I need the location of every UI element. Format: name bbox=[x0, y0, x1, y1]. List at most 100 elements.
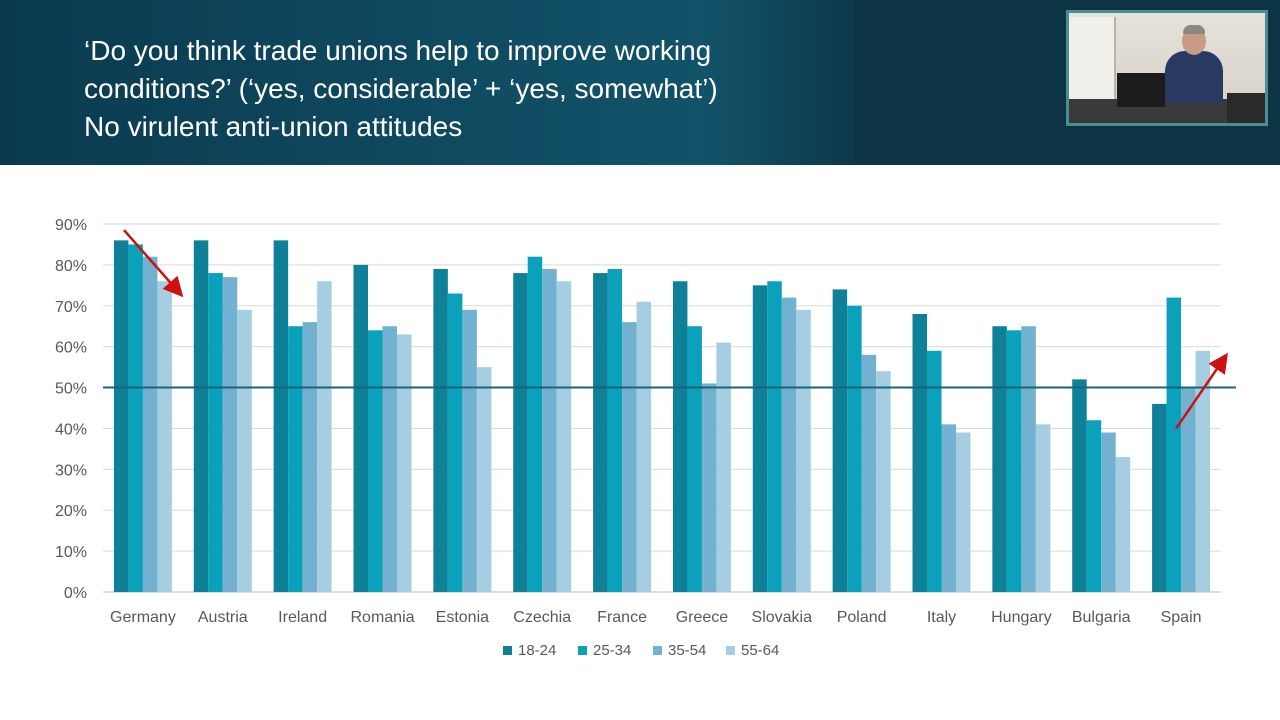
bar-romania-55-64 bbox=[397, 334, 412, 592]
bar-bulgaria-35-54 bbox=[1101, 432, 1116, 592]
legend-swatch bbox=[503, 646, 512, 655]
bar-slovakia-55-64 bbox=[796, 309, 811, 592]
bar-ireland-18-24 bbox=[273, 240, 289, 592]
bar-czechia-25-34 bbox=[527, 256, 543, 592]
bar-slovakia-18-24 bbox=[752, 285, 768, 592]
bar-germany-55-64 bbox=[157, 281, 172, 592]
bar-slovakia-35-54 bbox=[781, 297, 797, 592]
title-line-3: No virulent anti-union attitudes bbox=[84, 111, 463, 142]
bar-poland-25-34 bbox=[847, 305, 862, 592]
bar-czechia-55-64 bbox=[556, 281, 572, 592]
bar-chart: 0% 10% 20% 30% 40% 50% 60% 70% 80% 90% Germany Aus… bbox=[55, 217, 1236, 659]
bar-slovakia-25-34 bbox=[767, 281, 782, 592]
bar-greece-55-64 bbox=[716, 342, 731, 592]
annotation-arrow-down bbox=[123, 229, 184, 298]
y-axis-ticks: 0% 10% 20% 30% 40% 50% 60% 70% 80% 90% bbox=[55, 217, 87, 602]
bar-czechia-35-54 bbox=[542, 268, 557, 592]
speaker-body bbox=[1165, 51, 1223, 103]
bar-spain-55-64 bbox=[1195, 350, 1211, 592]
bar-bulgaria-18-24 bbox=[1072, 379, 1087, 592]
bar-hungary-18-24 bbox=[992, 326, 1007, 592]
webcam-whiteboard bbox=[1069, 17, 1116, 99]
y-tick-label: 30% bbox=[55, 462, 87, 479]
x-tick-label: Germany bbox=[110, 609, 176, 626]
bar-czechia-18-24 bbox=[513, 273, 528, 592]
x-tick-label: Ireland bbox=[278, 609, 327, 626]
speaker-hair bbox=[1183, 25, 1205, 34]
bar-italy-18-24 bbox=[912, 313, 927, 592]
bar-austria-25-34 bbox=[208, 273, 223, 592]
bar-italy-25-34 bbox=[927, 350, 942, 592]
bar-germany-35-54 bbox=[142, 256, 158, 592]
webcam-monitor bbox=[1117, 73, 1165, 107]
y-tick-label: 40% bbox=[55, 421, 87, 438]
x-tick-label: Poland bbox=[837, 609, 887, 626]
speaker-webcam bbox=[1066, 10, 1268, 126]
bar-france-25-34 bbox=[607, 268, 623, 592]
bar-austria-18-24 bbox=[193, 240, 209, 592]
chart-gridlines bbox=[103, 223, 1221, 593]
y-tick-label: 90% bbox=[55, 217, 87, 234]
bar-ireland-55-64 bbox=[317, 281, 332, 592]
title-line-2: conditions?’ (‘yes, considerable’ + ‘yes… bbox=[84, 73, 718, 104]
y-tick-label: 60% bbox=[55, 340, 87, 357]
bar-germany-25-34 bbox=[128, 244, 143, 592]
legend-swatch bbox=[578, 646, 587, 655]
legend-label: 55-64 bbox=[741, 642, 779, 659]
legend-swatch bbox=[653, 646, 662, 655]
bar-estonia-35-54 bbox=[462, 309, 477, 592]
bar-estonia-18-24 bbox=[433, 268, 448, 592]
x-tick-label: Spain bbox=[1161, 609, 1202, 626]
y-tick-label: 0% bbox=[64, 585, 87, 602]
y-tick-label: 50% bbox=[55, 381, 87, 398]
bar-hungary-25-34 bbox=[1006, 330, 1022, 592]
bar-hungary-55-64 bbox=[1035, 424, 1051, 592]
bar-italy-55-64 bbox=[956, 432, 971, 592]
title-line-1: ‘Do you think trade unions help to impro… bbox=[84, 35, 712, 66]
legend-label: 18-24 bbox=[518, 642, 556, 659]
x-tick-label: Hungary bbox=[991, 609, 1051, 626]
legend-label: 25-34 bbox=[593, 642, 631, 659]
x-tick-label: Estonia bbox=[436, 609, 489, 626]
bar-poland-18-24 bbox=[832, 289, 848, 592]
bar-austria-55-64 bbox=[237, 309, 252, 592]
bar-poland-35-54 bbox=[861, 354, 877, 592]
x-tick-label: Romania bbox=[350, 609, 414, 626]
bar-hungary-35-54 bbox=[1021, 326, 1036, 592]
x-tick-label: France bbox=[597, 609, 647, 626]
bar-romania-35-54 bbox=[382, 326, 397, 592]
bar-france-35-54 bbox=[622, 322, 637, 592]
y-tick-label: 10% bbox=[55, 544, 87, 561]
bar-spain-18-24 bbox=[1152, 403, 1167, 592]
legend-swatch bbox=[726, 646, 735, 655]
x-tick-label: Italy bbox=[927, 609, 956, 626]
bar-romania-18-24 bbox=[353, 264, 368, 592]
bar-romania-25-34 bbox=[368, 330, 383, 592]
bar-italy-35-54 bbox=[941, 424, 956, 592]
chart-annotations bbox=[123, 229, 1228, 430]
bar-germany-18-24 bbox=[113, 240, 129, 592]
bar-estonia-55-64 bbox=[476, 367, 492, 592]
slide-title: ‘Do you think trade unions help to impro… bbox=[84, 32, 844, 146]
bar-ireland-25-34 bbox=[288, 326, 303, 592]
x-tick-label: Slovakia bbox=[752, 609, 813, 626]
bar-spain-35-54 bbox=[1181, 387, 1196, 592]
webcam-lectern bbox=[1227, 93, 1265, 123]
bar-greece-25-34 bbox=[687, 326, 702, 592]
y-tick-label: 80% bbox=[55, 258, 87, 275]
bar-france-18-24 bbox=[593, 273, 608, 592]
bar-estonia-25-34 bbox=[447, 293, 463, 592]
bar-spain-25-34 bbox=[1166, 297, 1182, 592]
x-tick-label: Bulgaria bbox=[1072, 609, 1131, 626]
y-tick-label: 70% bbox=[55, 299, 87, 316]
x-tick-label: Austria bbox=[198, 609, 248, 626]
bar-greece-18-24 bbox=[672, 281, 688, 592]
bar-ireland-35-54 bbox=[302, 322, 318, 592]
bar-france-55-64 bbox=[636, 301, 652, 592]
x-axis-labels: Germany Austria Ireland Romania Estonia Czech… bbox=[110, 609, 1202, 626]
y-tick-label: 20% bbox=[55, 503, 87, 520]
bar-bulgaria-55-64 bbox=[1115, 457, 1131, 592]
legend-label: 35-54 bbox=[668, 642, 706, 659]
chart-legend: 18-24 25-34 35-54 55-64 bbox=[503, 642, 779, 659]
bar-austria-35-54 bbox=[222, 277, 238, 592]
